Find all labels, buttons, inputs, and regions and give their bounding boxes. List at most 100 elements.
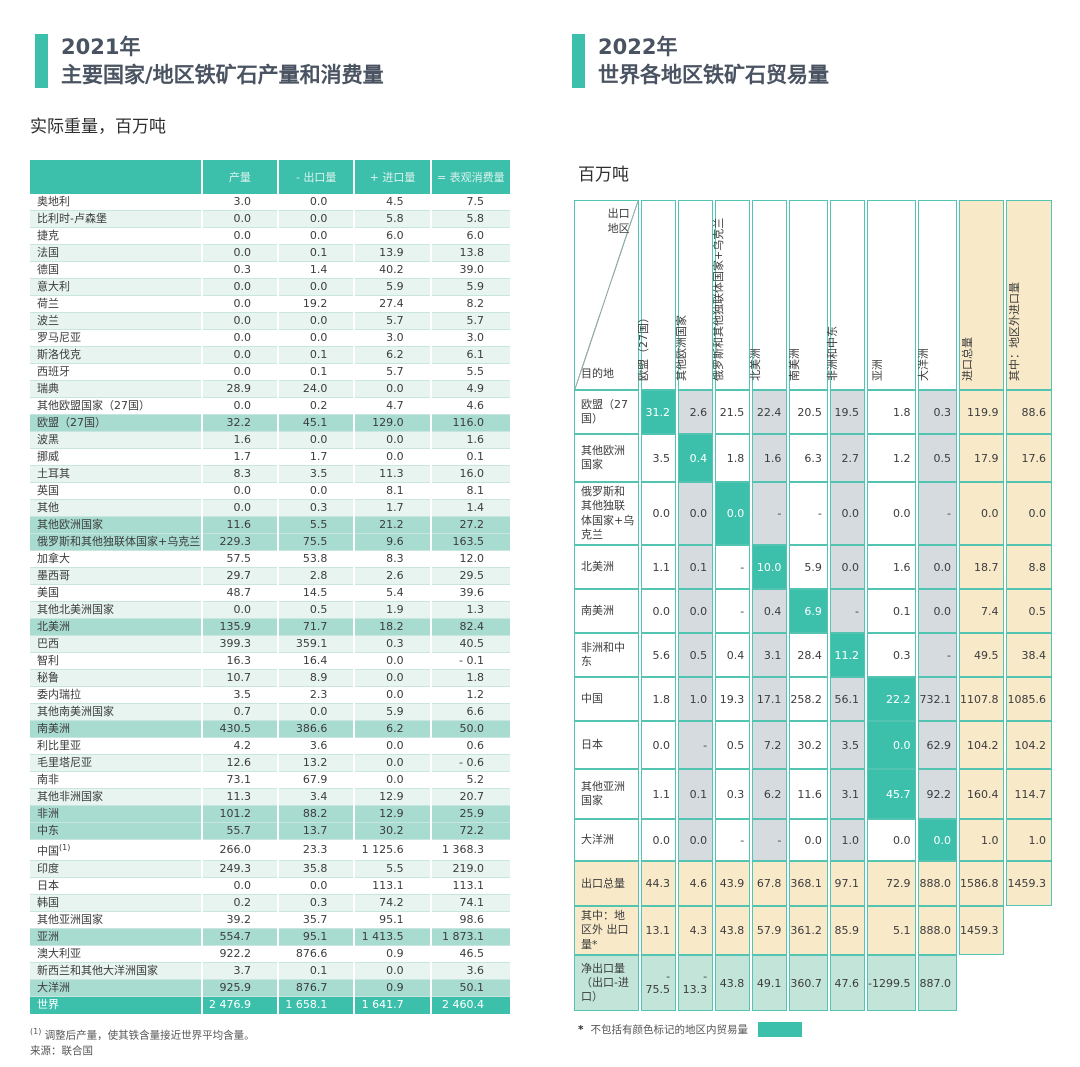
left-title-year: 2021年 xyxy=(61,35,141,59)
cell: 8.1 xyxy=(355,483,430,500)
cell: 4.6 xyxy=(431,398,510,415)
cell: 17.6 xyxy=(1006,434,1052,482)
cell: 0.0 xyxy=(279,228,354,245)
cell: 113.1 xyxy=(431,877,510,895)
table-row: 比利时-卢森堡 0.0 0.0 5.8 5.8 xyxy=(30,211,510,228)
cell: 21.2 xyxy=(355,517,430,534)
row-label: 北美洲 xyxy=(574,545,639,590)
cell: 14.5 xyxy=(279,585,354,602)
cell: 2.6 xyxy=(355,568,430,585)
cell: 28.9 xyxy=(202,381,278,398)
table-row: 毛里塔尼亚 12.6 13.2 0.0- 0.6 xyxy=(30,755,510,772)
cell: 56.1 xyxy=(829,677,865,722)
row-label: 波黑 xyxy=(30,432,201,449)
table-row: 欧盟（27国） 31.2 2.6 21.5 22.4 20.5 19.5 1.8 0.3 119.… xyxy=(574,390,1052,434)
cell: 0.1 xyxy=(866,589,917,634)
left-title-line: 主要国家/地区铁矿石产量和消费量 xyxy=(61,62,384,87)
cell: 0.0 xyxy=(918,589,957,634)
cell: 13.9 xyxy=(355,245,430,262)
cell: 1.0 xyxy=(678,677,714,722)
col-label: 俄罗斯和其他独联体国家+乌克兰 xyxy=(711,217,725,381)
cell: 0.3 xyxy=(866,633,917,678)
cell: 0.0 xyxy=(202,211,278,228)
row-label: 荷兰 xyxy=(30,296,201,313)
cell: 360.7 xyxy=(789,955,828,1012)
cell: 430.5 xyxy=(202,721,278,738)
cell: 0.0 xyxy=(866,482,917,546)
cell: 9.6 xyxy=(355,534,430,551)
cell: 0.5 xyxy=(918,434,957,482)
table-row: 其他欧洲国家 11.6 5.5 21.2 27.2 xyxy=(30,517,510,534)
table-row: 南美洲 0.0 0.0-0.4 6.9-0.1 0.0 7.4 0.5 xyxy=(574,589,1052,634)
table-row: 新西兰和其他大洋洲国家 3.7 0.1 0.0 3.6 xyxy=(30,962,510,980)
cell: - xyxy=(829,589,865,634)
row-label: 其他亚洲国家 xyxy=(30,911,201,929)
table-row: 法国 0.0 0.1 13.9 13.8 xyxy=(30,245,510,262)
cell: 5.4 xyxy=(355,585,430,602)
row-label: 其他亚洲 国家 xyxy=(574,769,639,820)
cell: 1 125.6 xyxy=(355,840,430,861)
table-row: 日本 0.0 0.0 113.1 113.1 xyxy=(30,877,510,895)
row-label: 瑞典 xyxy=(30,381,201,398)
cell: 1.8 xyxy=(715,434,751,482)
cell: 16.0 xyxy=(431,466,510,483)
cell: 49.5 xyxy=(958,633,1005,678)
cell: 0.1 xyxy=(431,449,510,466)
col-label: 北美洲 xyxy=(748,348,762,381)
table-row: 捷克 0.0 0.0 6.0 6.0 xyxy=(30,228,510,245)
table-row: 西班牙 0.0 0.1 5.7 5.5 xyxy=(30,364,510,381)
table-row: 欧盟（27国） 32.2 45.1 129.0 116.0 xyxy=(30,415,510,432)
cell: 0.5 xyxy=(1006,589,1052,634)
cell: 0.0 xyxy=(202,602,278,619)
cell: 97.1 xyxy=(829,861,865,907)
cell: 1 413.5 xyxy=(355,928,430,946)
cell: 45.7 xyxy=(866,769,917,820)
matrix-col-asia: 亚洲 xyxy=(866,200,917,390)
cell: 0.0 xyxy=(202,500,278,517)
cell: 7.4 xyxy=(958,589,1005,634)
cell: 30.2 xyxy=(355,823,430,840)
cell: 6.9 xyxy=(789,589,828,634)
cell: 0.0 xyxy=(715,482,751,546)
cell: 27.4 xyxy=(355,296,430,313)
col-label: 南美洲 xyxy=(787,348,801,381)
row-label: 墨西哥 xyxy=(30,568,201,585)
cell: 0.0 xyxy=(279,313,354,330)
cell: 0.2 xyxy=(202,894,278,912)
cell: 35.7 xyxy=(279,911,354,929)
row-label: 波兰 xyxy=(30,313,201,330)
cell: 888.0 xyxy=(918,906,957,956)
right-title-accent-bar xyxy=(572,34,585,88)
table-row: 秘鲁 10.7 8.9 0.0 1.8 xyxy=(30,670,510,687)
table-row: 中东 55.7 13.7 30.2 72.2 xyxy=(30,823,510,840)
cell: 249.3 xyxy=(202,860,278,878)
cell: 1085.6 xyxy=(1006,677,1052,722)
legend-color-swatch xyxy=(758,1022,802,1037)
cell: 0.0 xyxy=(640,589,677,634)
cell: 114.7 xyxy=(1006,769,1052,820)
cell: 4.3 xyxy=(678,906,714,956)
cell: 4.9 xyxy=(431,381,510,398)
cell: 1 658.1 xyxy=(279,996,354,1014)
cell: 2.6 xyxy=(678,390,714,434)
cell: 47.6 xyxy=(829,955,865,1012)
cell: 101.2 xyxy=(202,806,278,823)
cell: 0.1 xyxy=(279,347,354,364)
cell: 0.1 xyxy=(678,545,714,590)
cell: 359.1 xyxy=(279,636,354,653)
cell: 6.0 xyxy=(355,228,430,245)
table-row: 韩国 0.2 0.3 74.2 74.1 xyxy=(30,894,510,912)
cell: 50.0 xyxy=(431,721,510,738)
cell: 2.7 xyxy=(829,434,865,482)
row-label: 智利 xyxy=(30,653,201,670)
cell: 6.6 xyxy=(431,704,510,721)
cell: 39.0 xyxy=(431,262,510,279)
cell: - xyxy=(715,819,751,862)
cell: - xyxy=(715,545,751,590)
table-row: 俄罗斯和其他独联体国家+乌克兰 229.3 75.5 9.6 163.5 xyxy=(30,534,510,551)
left-footnote-line: (1) 调整后产量，使其铁含量接近世界平均含量。 xyxy=(30,1026,255,1044)
cell: 11.2 xyxy=(829,633,865,678)
table-row: 印度 249.3 35.8 5.5 219.0 xyxy=(30,860,510,878)
cell: 1.7 xyxy=(279,449,354,466)
row-label: 南美洲 xyxy=(574,589,639,634)
